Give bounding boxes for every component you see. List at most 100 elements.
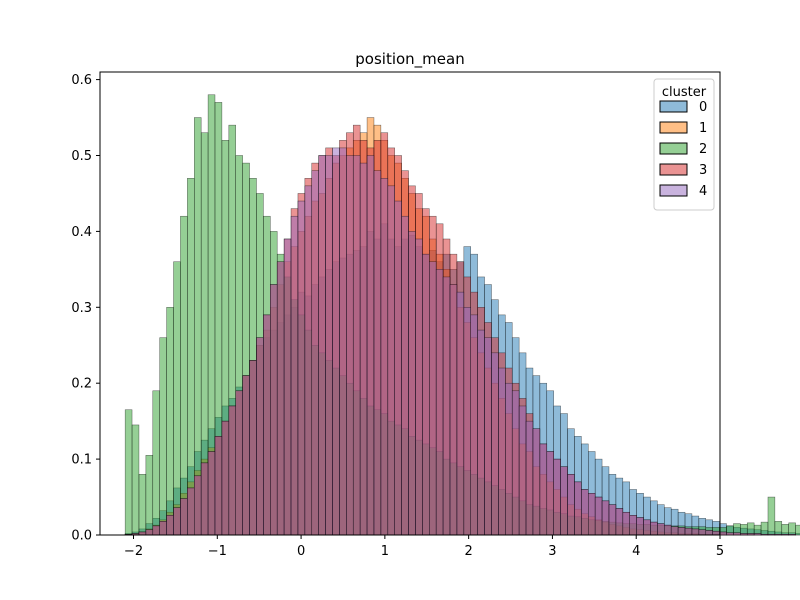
bar-2-95 — [781, 524, 789, 536]
series-4 — [124, 147, 796, 536]
bar-4-64 — [567, 474, 575, 536]
x-tick-label: −1 — [208, 544, 227, 559]
bar-4-7 — [173, 507, 181, 536]
y-tick-label: 0.6 — [71, 73, 92, 88]
bar-4-37 — [380, 178, 389, 536]
bar-4-58 — [525, 420, 534, 536]
bar-4-71 — [615, 508, 624, 536]
bar-2-93 — [767, 496, 776, 536]
bar-4-77 — [657, 523, 665, 536]
bar-4-83 — [698, 529, 707, 536]
bar-4-74 — [636, 517, 644, 536]
bar-4-91 — [753, 533, 762, 536]
bar-4-94 — [774, 533, 783, 536]
bar-4-50 — [470, 314, 478, 536]
bar-2-96 — [788, 522, 796, 536]
bar-4-78 — [664, 524, 672, 536]
bar-4-67 — [588, 493, 596, 536]
bar-2-94 — [774, 521, 783, 536]
bar-4-60 — [539, 443, 548, 536]
bar-4-9 — [187, 487, 195, 536]
bar-4-69 — [601, 500, 610, 536]
bar-2-10 — [194, 117, 202, 536]
y-tick-label: 0.0 — [71, 529, 92, 544]
bar-2-6 — [166, 307, 174, 536]
legend-label-3: 3 — [699, 163, 707, 178]
bar-2-97 — [795, 524, 800, 536]
legend-label-0: 0 — [699, 100, 707, 115]
bar-4-34 — [359, 162, 368, 536]
bar-4-12 — [207, 451, 216, 536]
bar-4-44 — [429, 261, 437, 536]
legend-label-1: 1 — [699, 121, 707, 136]
bar-4-53 — [491, 352, 499, 536]
bar-4-41 — [408, 231, 416, 536]
bar-4-14 — [221, 420, 230, 536]
legend-swatch-2 — [659, 142, 688, 155]
bar-4-86 — [719, 531, 727, 536]
bar-2-90 — [746, 522, 755, 536]
bar-4-49 — [463, 307, 471, 536]
y-tick-label: 0.3 — [71, 301, 92, 316]
bar-4-48 — [456, 291, 465, 536]
bar-4-27 — [311, 170, 319, 536]
bar-4-81 — [684, 527, 693, 536]
bar-4-38 — [387, 185, 395, 536]
bar-4-54 — [498, 367, 506, 536]
bar-4-68 — [594, 496, 603, 536]
bar-4-19 — [256, 337, 264, 536]
bar-4-16 — [235, 390, 243, 536]
bar-4-59 — [532, 428, 541, 536]
bar-2-92 — [760, 521, 769, 536]
bar-4-92 — [760, 533, 769, 536]
bar-4-13 — [214, 436, 223, 536]
bar-4-23 — [283, 238, 292, 536]
bar-4-96 — [788, 533, 796, 536]
bar-4-56 — [511, 390, 520, 536]
bar-4-6 — [166, 515, 174, 536]
bar-2-8 — [180, 215, 188, 536]
legend-swatch-0 — [659, 100, 688, 113]
x-tick-label: 1 — [381, 544, 389, 559]
bar-4-84 — [705, 530, 713, 536]
bar-4-62 — [553, 458, 561, 536]
bar-4-89 — [740, 533, 748, 536]
bar-4-5 — [159, 521, 167, 536]
legend-title: cluster — [662, 85, 707, 100]
bar-2-9 — [187, 178, 195, 536]
bar-4-3 — [145, 529, 154, 536]
bar-4-73 — [629, 515, 637, 536]
legend-swatch-3 — [659, 163, 688, 176]
x-tick-label: 0 — [297, 544, 305, 559]
bar-4-63 — [560, 466, 568, 536]
y-tick-label: 0.2 — [71, 377, 92, 392]
bar-4-87 — [726, 532, 734, 536]
bar-4-20 — [263, 314, 271, 536]
x-tick-label: 4 — [632, 544, 640, 559]
bar-4-39 — [394, 200, 402, 536]
bar-4-22 — [276, 261, 285, 536]
bar-4-10 — [194, 475, 202, 536]
bar-4-33 — [352, 155, 361, 536]
bar-4-79 — [670, 526, 679, 536]
bar-4-29 — [325, 155, 333, 536]
y-tick-label: 0.5 — [71, 149, 92, 164]
bar-4-47 — [449, 284, 458, 536]
x-tick-label: 5 — [716, 544, 724, 559]
bar-4-43 — [422, 253, 430, 536]
bar-4-35 — [366, 155, 375, 536]
y-tick-label: 0.1 — [71, 453, 92, 468]
bar-4-51 — [477, 329, 485, 536]
bar-2-7 — [173, 261, 181, 536]
bar-2-0 — [124, 409, 133, 536]
bar-2-1 — [131, 424, 140, 536]
bar-4-88 — [733, 532, 741, 536]
bar-4-15 — [228, 405, 236, 536]
bar-4-75 — [643, 519, 651, 536]
bar-4-80 — [677, 527, 686, 536]
bar-2-2 — [138, 474, 147, 536]
bar-4-90 — [746, 533, 755, 536]
bar-4-66 — [581, 489, 589, 536]
